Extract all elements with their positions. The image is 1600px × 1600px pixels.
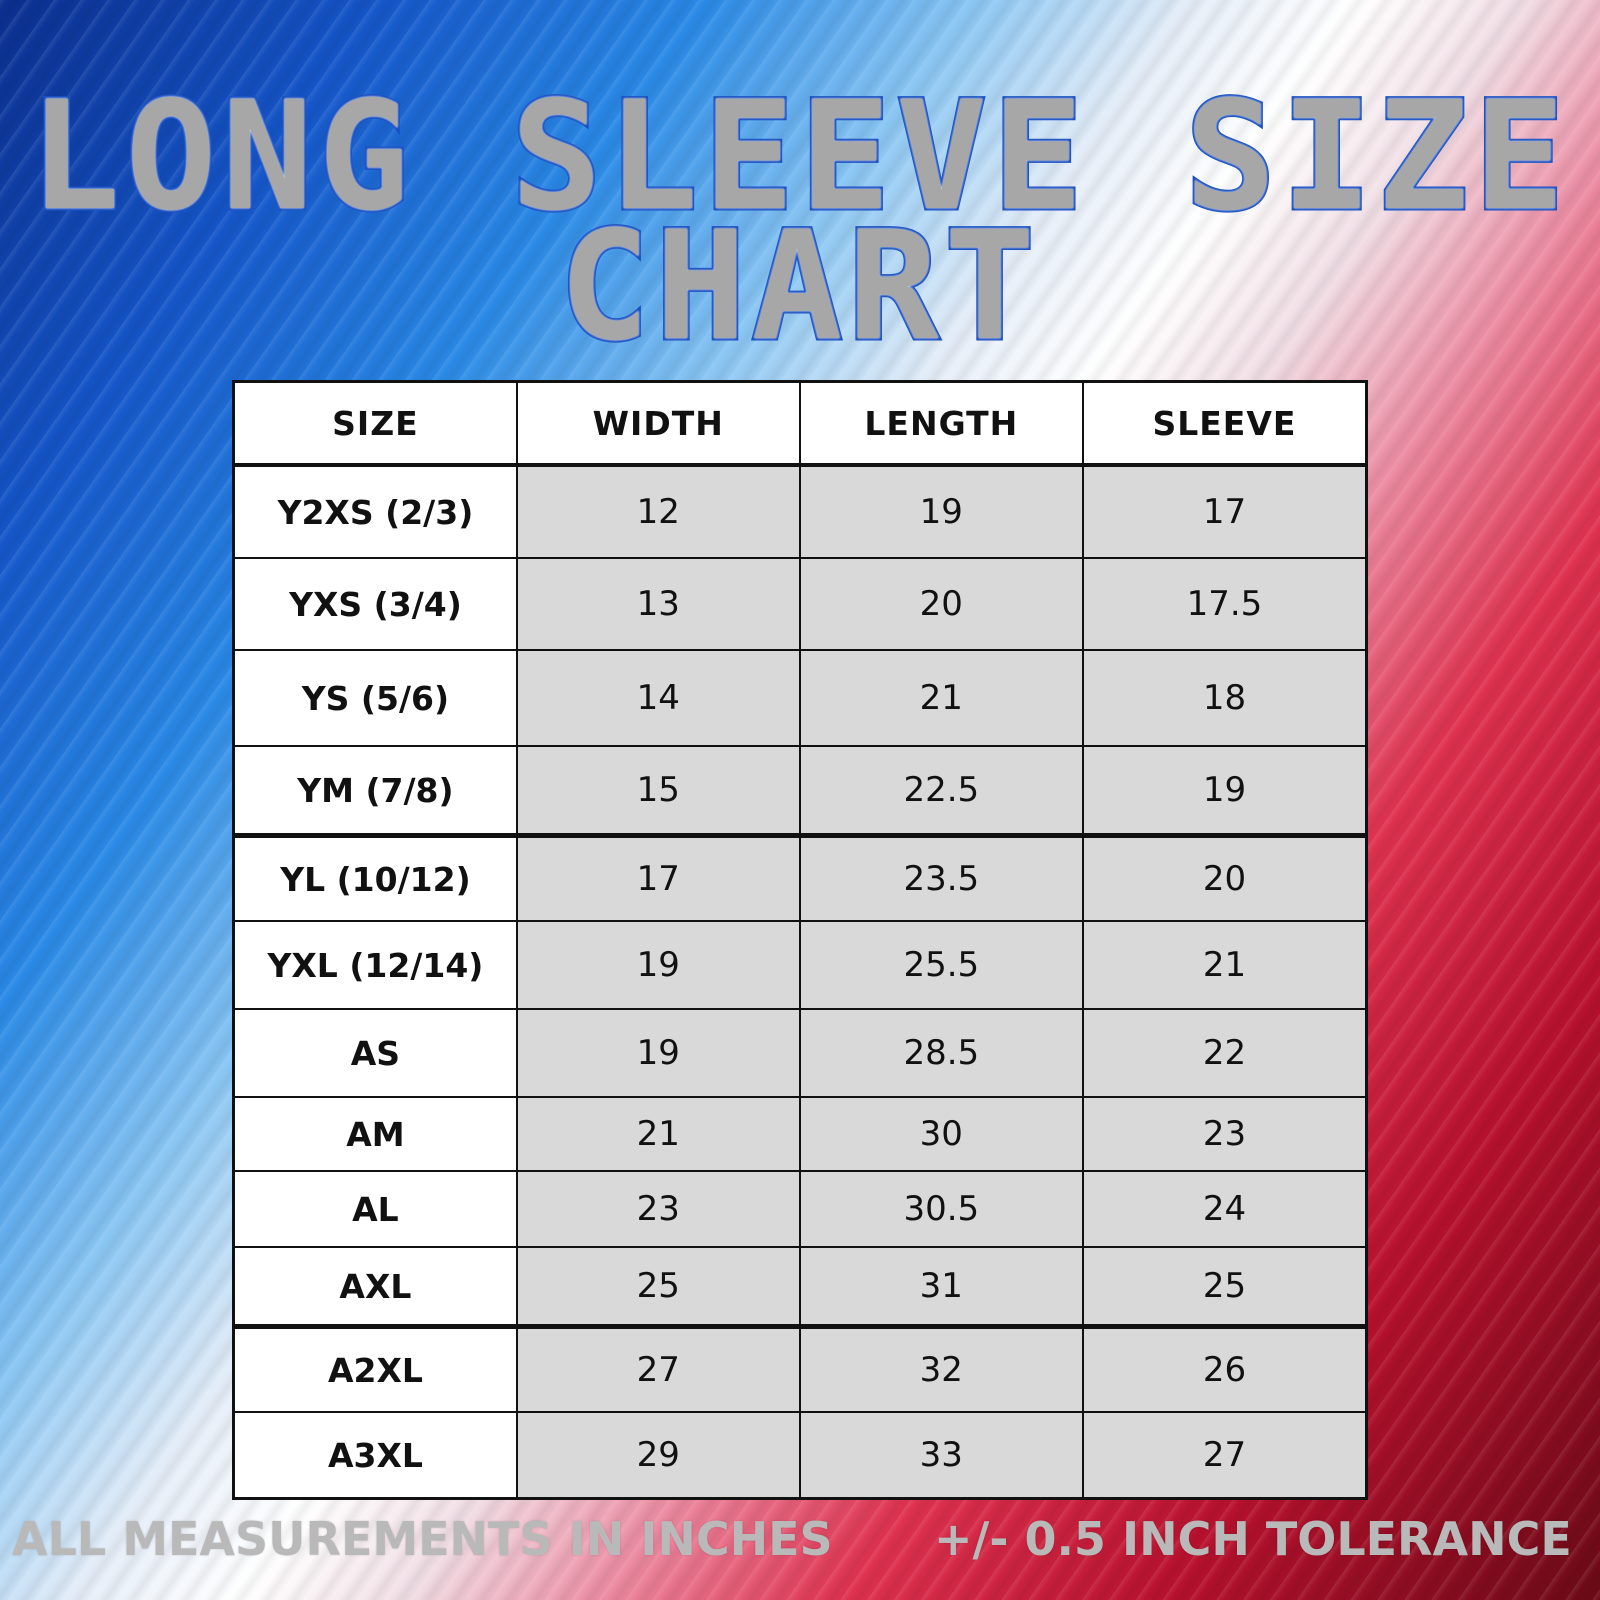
cell-size: AXL	[232, 1246, 518, 1328]
size-table: SIZE WIDTH LENGTH SLEEVE Y2XS (2/3) 12 19 1…	[232, 380, 1368, 1500]
cell-length: 32	[798, 1324, 1084, 1413]
cell-length: 33	[798, 1411, 1084, 1500]
cell-length: 23.5	[798, 833, 1084, 922]
table-row: YS (5/6) 14 21 18	[232, 649, 1368, 747]
header-width: WIDTH	[515, 380, 801, 466]
cell-width: 14	[515, 649, 801, 747]
cell-length: 31	[798, 1246, 1084, 1328]
cell-length: 21	[798, 649, 1084, 747]
cell-size: A2XL	[232, 1324, 518, 1413]
cell-sleeve: 19	[1081, 745, 1368, 837]
table-body: Y2XS (2/3) 12 19 17 YXS (3/4) 13 20 17.5 YS (5/6…	[232, 463, 1368, 1500]
cell-width: 23	[515, 1170, 801, 1248]
cell-sleeve: 20	[1081, 833, 1368, 922]
cell-size: YXL (12/14)	[232, 920, 518, 1010]
cell-sleeve: 17.5	[1081, 557, 1368, 651]
table-row: AXL 25 31 25	[232, 1246, 1368, 1328]
cell-size: YXS (3/4)	[232, 557, 518, 651]
cell-width: 13	[515, 557, 801, 651]
header-sleeve: SLEEVE	[1081, 380, 1368, 466]
table-row: YXL (12/14) 19 25.5 21	[232, 920, 1368, 1010]
cell-width: 21	[515, 1096, 801, 1172]
cell-width: 12	[515, 463, 801, 559]
cell-width: 15	[515, 745, 801, 837]
table-row: YM (7/8) 15 22.5 19	[232, 745, 1368, 837]
cell-sleeve: 22	[1081, 1008, 1368, 1098]
cell-width: 19	[515, 1008, 801, 1098]
cell-size: YM (7/8)	[232, 745, 518, 837]
cell-sleeve: 26	[1081, 1324, 1368, 1413]
cell-sleeve: 17	[1081, 463, 1368, 559]
header-size: SIZE	[232, 380, 518, 466]
cell-width: 25	[515, 1246, 801, 1328]
chart-title-line-2: CHART	[557, 200, 1041, 374]
table-row: AL 23 30.5 24	[232, 1170, 1368, 1248]
cell-sleeve: 25	[1081, 1246, 1368, 1328]
cell-width: 29	[515, 1411, 801, 1500]
cell-length: 19	[798, 463, 1084, 559]
cell-sleeve: 24	[1081, 1170, 1368, 1248]
cell-width: 19	[515, 920, 801, 1010]
cell-width: 17	[515, 833, 801, 922]
table-row: AS 19 28.5 22	[232, 1008, 1368, 1098]
cell-size: AM	[232, 1096, 518, 1172]
table-row: AM 21 30 23	[232, 1096, 1368, 1172]
cell-size: YL (10/12)	[232, 833, 518, 922]
table-row: YXS (3/4) 13 20 17.5	[232, 557, 1368, 651]
header-length: LENGTH	[798, 380, 1084, 466]
cell-size: AL	[232, 1170, 518, 1248]
table-header-row: SIZE WIDTH LENGTH SLEEVE	[232, 380, 1368, 466]
cell-sleeve: 23	[1081, 1096, 1368, 1172]
table-row: A3XL 29 33 27	[232, 1411, 1368, 1500]
cell-size: YS (5/6)	[232, 649, 518, 747]
cell-width: 27	[515, 1324, 801, 1413]
table-row: A2XL 27 32 26	[232, 1324, 1368, 1413]
cell-length: 20	[798, 557, 1084, 651]
cell-sleeve: 18	[1081, 649, 1368, 747]
cell-size: A3XL	[232, 1411, 518, 1500]
cell-length: 25.5	[798, 920, 1084, 1010]
table-row: Y2XS (2/3) 12 19 17	[232, 463, 1368, 559]
footer-units-note: ALL MEASUREMENTS IN INCHES	[12, 1512, 833, 1566]
chart-title-line-1: LONG SLEEVE SIZE	[27, 70, 1571, 244]
cell-size: Y2XS (2/3)	[232, 463, 518, 559]
table-row: YL (10/12) 17 23.5 20	[232, 833, 1368, 922]
cell-size: AS	[232, 1008, 518, 1098]
footer-tolerance-note: +/- 0.5 INCH TOLERANCE	[934, 1512, 1572, 1566]
cell-sleeve: 27	[1081, 1411, 1368, 1500]
cell-length: 22.5	[798, 745, 1084, 837]
cell-length: 30	[798, 1096, 1084, 1172]
cell-sleeve: 21	[1081, 920, 1368, 1010]
cell-length: 28.5	[798, 1008, 1084, 1098]
cell-length: 30.5	[798, 1170, 1084, 1248]
